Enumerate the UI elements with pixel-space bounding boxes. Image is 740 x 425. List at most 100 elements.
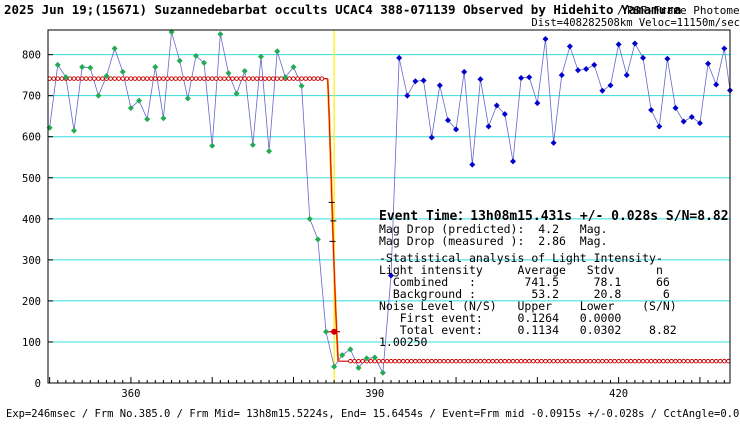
model-point <box>120 76 126 81</box>
model-point <box>388 358 394 364</box>
model-point <box>153 76 158 81</box>
model-point <box>157 76 162 81</box>
model-point <box>665 358 670 364</box>
blue-data-point <box>566 43 573 50</box>
model-point <box>425 358 430 364</box>
model-point <box>579 358 585 364</box>
model-point <box>368 358 373 364</box>
model-point <box>291 76 296 81</box>
model-drop-edge <box>327 78 339 362</box>
model-point <box>494 358 499 364</box>
model-point <box>307 76 312 81</box>
model-point <box>315 76 321 81</box>
blue-data-point <box>574 67 581 74</box>
green-data-point <box>152 63 159 70</box>
model-point <box>59 76 65 81</box>
model-point <box>193 76 199 81</box>
green-data-point <box>347 346 354 353</box>
model-point <box>376 358 382 364</box>
model-point <box>506 358 512 364</box>
model-point <box>303 76 308 81</box>
model-point <box>165 76 170 81</box>
separator-text: / <box>617 4 624 17</box>
green-data-point <box>168 29 175 36</box>
y-tick-label: 700 <box>22 91 41 103</box>
model-point <box>604 358 609 364</box>
model-point <box>92 76 97 81</box>
model-point <box>279 76 284 81</box>
model-point <box>274 76 280 81</box>
blue-data-point <box>656 123 663 130</box>
model-point <box>311 76 317 81</box>
model-point <box>413 358 418 364</box>
model-point <box>713 358 719 364</box>
model-point <box>384 358 390 364</box>
y-tick-label: 0 <box>35 378 41 390</box>
y-tick-label: 400 <box>22 214 41 226</box>
model-point <box>457 358 463 364</box>
info-line: Noise Level (N/S) Upper Lower (S/N) <box>379 299 677 313</box>
blue-data-point <box>526 74 533 81</box>
green-data-point <box>290 63 297 70</box>
model-point <box>124 76 130 81</box>
model-point <box>693 358 699 364</box>
info-line: First event: 0.1264 0.0000 <box>379 311 621 325</box>
info-line: Light intensity Average Stdv n <box>379 263 663 277</box>
model-point <box>230 76 235 81</box>
model-point <box>648 358 654 364</box>
model-point <box>705 358 711 364</box>
model-point <box>405 358 410 364</box>
model-point <box>242 76 247 81</box>
model-point <box>112 76 117 81</box>
model-point <box>640 358 646 364</box>
model-point <box>205 76 211 81</box>
model-point <box>177 76 182 81</box>
info-line: Combined : 741.5 78.1 66 <box>379 275 670 289</box>
blue-data-point <box>469 161 476 168</box>
model-point <box>600 358 605 364</box>
model-point <box>55 76 61 81</box>
blue-data-point <box>388 272 395 279</box>
model-point <box>482 358 487 364</box>
blue-data-point <box>672 104 679 111</box>
model-point <box>400 358 406 364</box>
model-point <box>75 76 81 81</box>
model-point <box>254 76 260 81</box>
blue-data-point <box>453 126 460 133</box>
model-point <box>498 358 504 364</box>
green-data-point <box>331 363 338 370</box>
blue-data-point <box>623 72 630 79</box>
model-point <box>209 76 215 81</box>
dist-veloc-label: Dist=408282508km Veloc=11150m/sec <box>531 17 740 29</box>
green-data-point <box>54 61 61 68</box>
blue-data-point <box>396 54 403 61</box>
model-point <box>661 358 666 364</box>
x-tick-label: 390 <box>365 388 384 400</box>
green-data-point <box>136 97 143 104</box>
y-tick-label: 800 <box>22 50 41 62</box>
model-point <box>441 358 447 364</box>
blue-data-point <box>477 76 484 83</box>
model-point <box>608 358 613 364</box>
y-tick-label: 300 <box>22 255 41 267</box>
model-point <box>510 358 516 364</box>
blue-data-point <box>631 40 638 47</box>
blue-data-point <box>591 61 598 68</box>
model-point <box>429 358 434 364</box>
model-point <box>100 76 105 81</box>
model-point <box>717 358 723 364</box>
blue-data-point <box>648 107 655 114</box>
model-point <box>108 76 113 81</box>
model-point <box>673 358 678 364</box>
model-point <box>185 76 191 81</box>
method-label: PSF-Frame Photometry <box>627 4 740 17</box>
model-point <box>437 358 443 364</box>
model-point <box>644 358 650 364</box>
model-point <box>88 76 93 81</box>
model-point <box>596 358 601 364</box>
model-point <box>616 358 621 364</box>
model-point <box>144 76 150 81</box>
green-data-point <box>298 82 305 89</box>
chart-title: 2025 Jun 19;(15671) Suzannedebarbat occu… <box>4 2 681 17</box>
model-point <box>470 358 475 364</box>
